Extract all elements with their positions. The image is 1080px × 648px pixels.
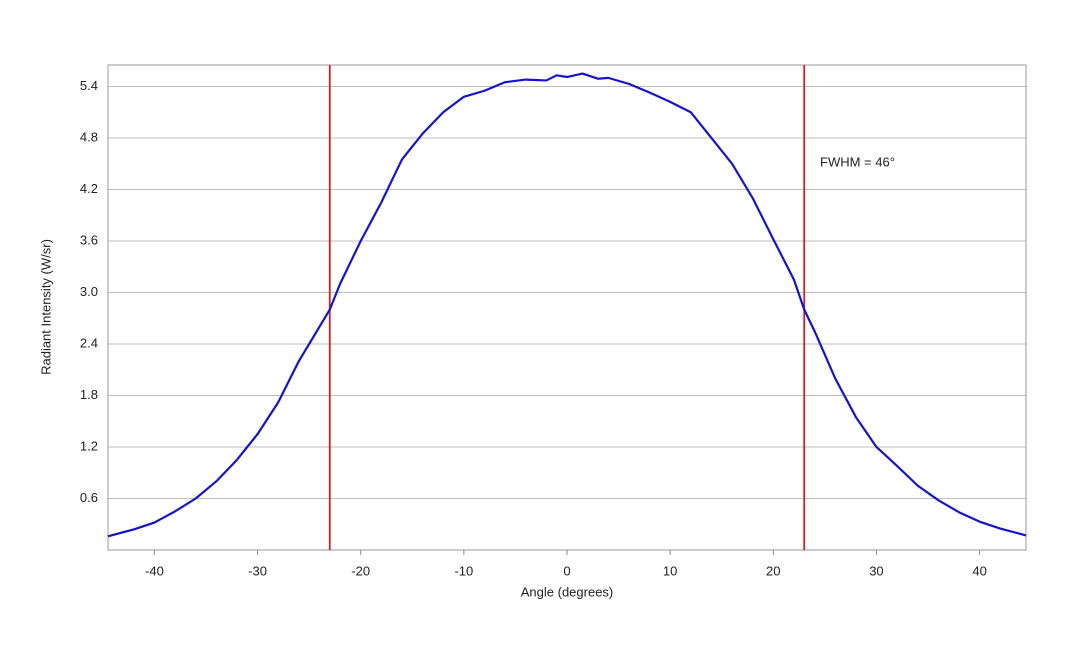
x-tick-label: -10 <box>454 563 473 578</box>
x-axis-label: Angle (degrees) <box>521 584 614 599</box>
y-tick-label: 4.2 <box>80 181 98 196</box>
y-tick-label: 1.8 <box>80 387 98 402</box>
y-tick-label: 5.4 <box>80 78 98 93</box>
y-tick-label: 4.8 <box>80 129 98 144</box>
y-axis-label: Radiant Intensity (W/sr) <box>38 239 53 375</box>
x-tick-label: 30 <box>869 563 883 578</box>
x-tick-label: -20 <box>351 563 370 578</box>
y-tick-label: 3.6 <box>80 232 98 247</box>
y-tick-label: 3.0 <box>80 284 98 299</box>
x-tick-label: -40 <box>145 563 164 578</box>
x-tick-label: 10 <box>663 563 677 578</box>
x-tick-label: 40 <box>972 563 986 578</box>
plot-frame <box>107 64 1027 551</box>
data-line <box>107 72 1027 538</box>
x-tick-label: 20 <box>766 563 780 578</box>
x-tick-label: -30 <box>248 563 267 578</box>
annotation: FWHM = 46° <box>820 154 895 169</box>
y-tick-label: 1.2 <box>80 438 98 453</box>
x-tick-label: 0 <box>563 563 570 578</box>
y-tick-label: 0.6 <box>80 490 98 505</box>
y-tick-label: 2.4 <box>80 335 98 350</box>
